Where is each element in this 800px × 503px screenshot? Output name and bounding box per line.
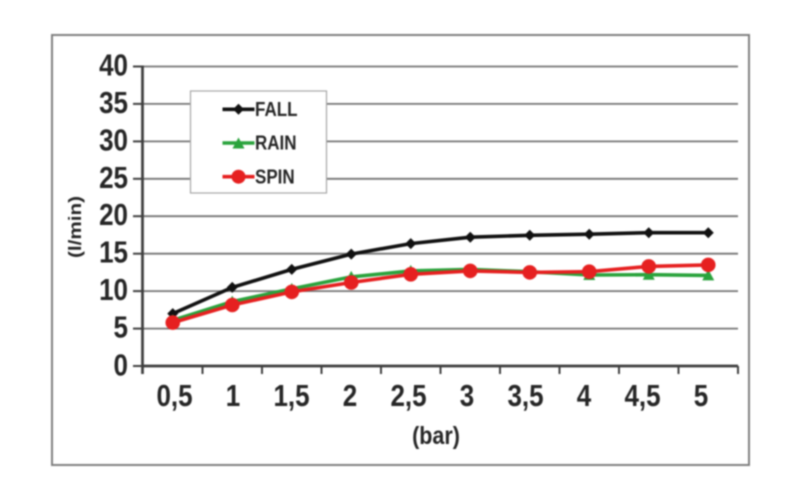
svg-text:RAIN: RAIN bbox=[255, 131, 297, 154]
svg-text:(l/min): (l/min) bbox=[65, 196, 85, 258]
svg-text:15: 15 bbox=[99, 236, 128, 271]
svg-text:3,5: 3,5 bbox=[507, 379, 543, 414]
svg-text:1: 1 bbox=[226, 379, 241, 414]
svg-text:5: 5 bbox=[114, 311, 129, 346]
svg-text:40: 40 bbox=[99, 49, 128, 84]
svg-text:10: 10 bbox=[99, 273, 128, 308]
svg-text:0,5: 0,5 bbox=[156, 379, 192, 414]
svg-text:30: 30 bbox=[99, 123, 128, 158]
svg-text:SPIN: SPIN bbox=[255, 165, 295, 188]
svg-text:20: 20 bbox=[99, 198, 128, 233]
svg-text:0: 0 bbox=[114, 348, 128, 383]
svg-text:2,5: 2,5 bbox=[390, 379, 426, 414]
svg-text:4: 4 bbox=[577, 379, 592, 414]
svg-text:5: 5 bbox=[694, 379, 709, 414]
svg-text:2: 2 bbox=[343, 379, 357, 414]
svg-text:25: 25 bbox=[99, 161, 128, 196]
svg-text:4,5: 4,5 bbox=[624, 379, 660, 414]
svg-text:35: 35 bbox=[99, 86, 128, 121]
svg-text:(bar): (bar) bbox=[412, 421, 460, 449]
svg-text:1,5: 1,5 bbox=[273, 379, 309, 414]
svg-text:3: 3 bbox=[460, 379, 474, 414]
svg-text:FALL: FALL bbox=[255, 98, 297, 121]
